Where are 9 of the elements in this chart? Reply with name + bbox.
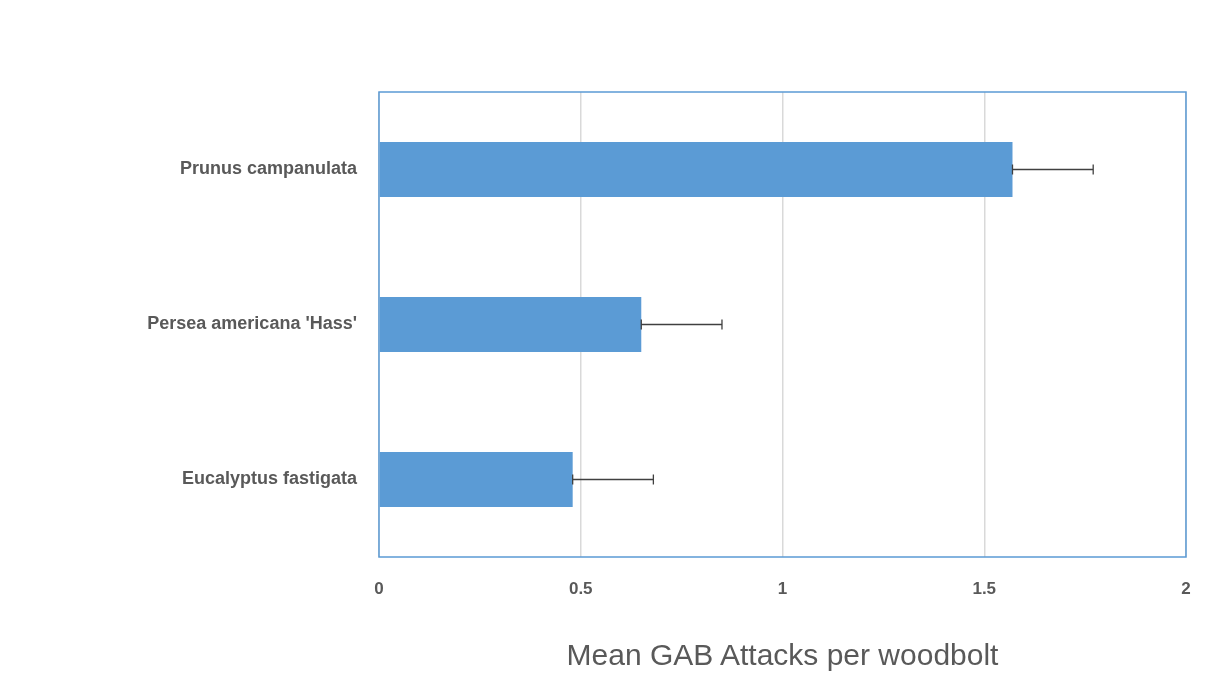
x-tick-label: 2	[1181, 578, 1191, 598]
x-tick-label: 1	[777, 578, 788, 598]
x-axis-title: Mean GAB Attacks per woodbolt	[566, 638, 1000, 672]
y-tick-label: Eucalyptus fastigata	[181, 468, 358, 489]
x-tick-label: 0.5	[568, 578, 593, 598]
y-tick-label: Prunus campanulata	[179, 158, 358, 179]
y-tick-label: Persea americana 'Hass'	[147, 313, 357, 334]
x-tick-label: 1.5	[972, 578, 997, 598]
x-tick-label: 0	[374, 578, 384, 598]
